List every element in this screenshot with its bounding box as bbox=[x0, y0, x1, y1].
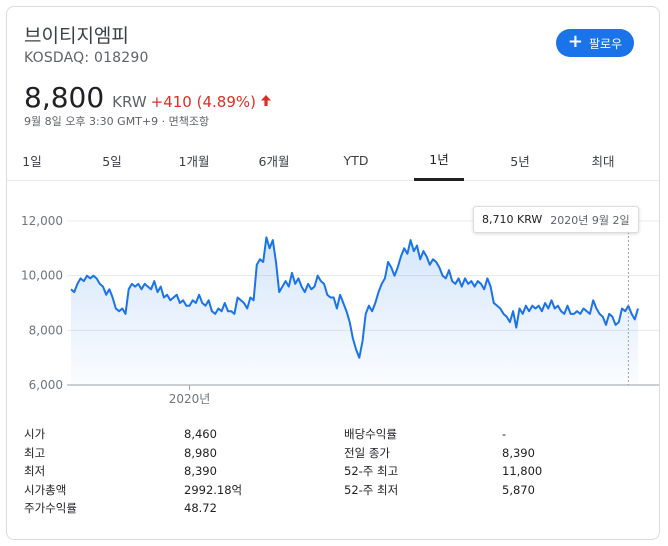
stat-value: 8,390 bbox=[184, 464, 217, 478]
y-tick-label: 12,000 bbox=[21, 214, 63, 228]
follow-label: 팔로우 bbox=[588, 36, 623, 51]
stat-label: 시가 bbox=[24, 427, 46, 441]
stat-value: 2992.18억 bbox=[184, 482, 243, 497]
timestamp: 9월 8일 오후 3:30 GMT+9 · bbox=[24, 115, 169, 128]
tab-1[interactable]: 5일 bbox=[102, 153, 122, 169]
tooltip-date: 2020년 9월 2일 bbox=[550, 213, 630, 227]
y-tick-label: 10,000 bbox=[21, 269, 63, 283]
stat-value: 8,460 bbox=[184, 427, 217, 441]
price-area bbox=[71, 237, 638, 385]
tab-3[interactable]: 6개월 bbox=[258, 153, 290, 169]
price-change: +410 (4.89%) bbox=[150, 93, 256, 111]
range-tabs: 1일 5일 1개월 6개월 YTD 1년 5년 최대 bbox=[7, 139, 659, 181]
stat-value: 8,980 bbox=[184, 445, 217, 460]
tab-6[interactable]: 5년 bbox=[510, 153, 530, 169]
y-tick-label: 6,000 bbox=[29, 378, 63, 392]
arrow-up-icon bbox=[260, 93, 272, 111]
x-tick-label: 2020년 bbox=[169, 392, 211, 406]
stat-label: 시가총액 bbox=[24, 482, 67, 497]
price-line bbox=[70, 236, 639, 359]
stat-value: 11,800 bbox=[502, 464, 543, 478]
currency: KRW bbox=[112, 93, 147, 111]
company-name: 브이티지엠피 bbox=[24, 25, 129, 47]
stat-value: 48.72 bbox=[184, 501, 217, 515]
stock-card: 브이티지엠피 KOSDAQ: 018290 + 팔로우 8,800 KRW +4… bbox=[6, 6, 660, 540]
stat-label: 주가수익률 bbox=[24, 501, 77, 515]
follow-button[interactable]: + 팔로우 bbox=[556, 29, 634, 57]
disclaimer-link[interactable]: 면책조항 bbox=[168, 115, 210, 128]
ticker-symbol: KOSDAQ: 018290 bbox=[24, 50, 149, 66]
quote-meta: 9월 8일 오후 3:30 GMT+9 · 면책조항 bbox=[24, 113, 209, 129]
stat-label: 전일 종가 bbox=[344, 445, 390, 460]
stat-value: - bbox=[502, 427, 507, 441]
tab-2[interactable]: 1개월 bbox=[178, 153, 210, 169]
chart-tooltip: 8,710 KRW 2020년 9월 2일 bbox=[473, 206, 639, 233]
stat-label: 52-주 최저 bbox=[344, 482, 399, 497]
stat-value: 5,870 bbox=[502, 482, 535, 497]
stat-label: 52-주 최고 bbox=[344, 464, 399, 478]
price-chart[interactable]: 6,000 8,000 10,000 12,000 2020년 bbox=[7, 202, 660, 417]
stat-label: 배당수익률 bbox=[344, 427, 397, 441]
stat-label: 최고 bbox=[24, 445, 46, 460]
stat-value: 8,390 bbox=[502, 445, 535, 460]
current-price: 8,800 bbox=[24, 81, 105, 114]
stat-label: 최저 bbox=[24, 464, 46, 478]
tab-5[interactable]: 1년 bbox=[414, 139, 464, 181]
y-tick-label: 8,000 bbox=[29, 323, 63, 337]
tab-7[interactable]: 최대 bbox=[591, 153, 615, 169]
tooltip-price: 8,710 KRW bbox=[482, 213, 543, 226]
tab-0[interactable]: 1일 bbox=[22, 153, 42, 169]
plus-icon: + bbox=[567, 31, 583, 52]
price-row: 8,800 KRW +410 (4.89%) bbox=[24, 81, 272, 114]
tab-4[interactable]: YTD bbox=[343, 152, 369, 168]
